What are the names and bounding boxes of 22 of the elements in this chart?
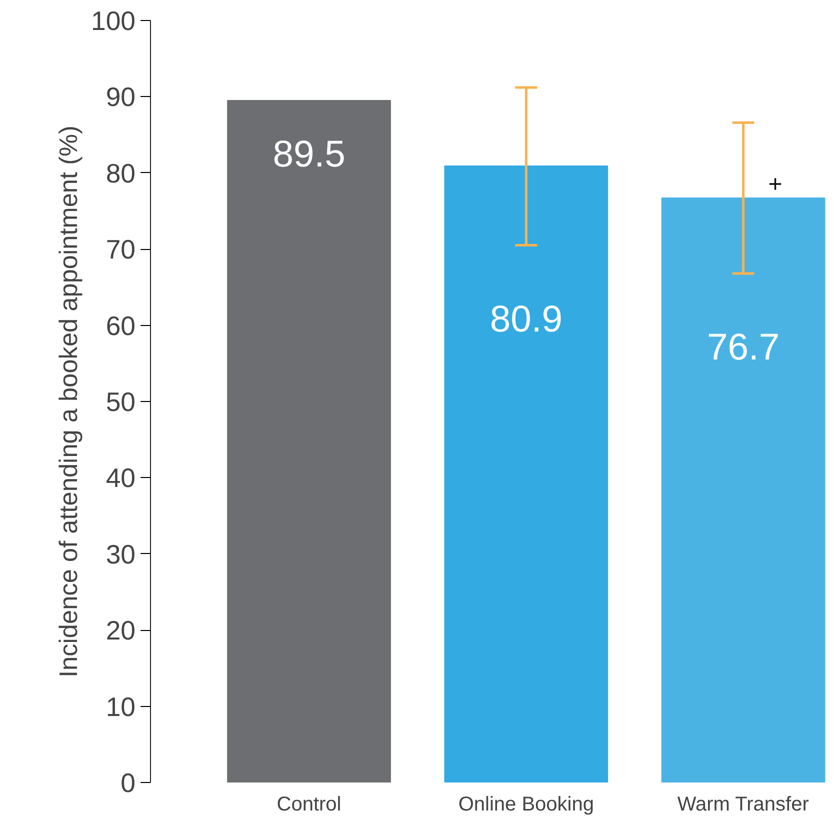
data-label: 80.9 <box>490 297 562 340</box>
y-tick-label: 20 <box>106 616 136 646</box>
y-tick-label: 60 <box>106 310 136 341</box>
bar <box>444 166 608 782</box>
x-tick-label: Warm Transfer <box>677 794 810 816</box>
x-tick-label: Control <box>276 794 342 816</box>
data-label: 76.7 <box>706 325 780 368</box>
x-tick-label: Online Booking <box>458 794 594 816</box>
y-tick-label: 0 <box>120 768 136 798</box>
bar <box>227 100 391 782</box>
annotation: + <box>768 171 782 198</box>
y-tick-label: 30 <box>106 539 136 570</box>
data-label: 89.5 <box>272 132 346 175</box>
y-axis-title: Incidence of attending a booked appointment (%) <box>55 126 84 678</box>
bar <box>661 198 826 782</box>
y-tick-label: 40 <box>106 463 136 494</box>
y-tick-label: 10 <box>106 692 136 722</box>
y-tick-label: 80 <box>106 158 136 188</box>
y-tick-label: 50 <box>106 387 136 417</box>
y-tick-label: 100 <box>91 6 136 36</box>
y-tick-label: 90 <box>106 82 136 112</box>
y-tick-label: 70 <box>106 234 136 265</box>
